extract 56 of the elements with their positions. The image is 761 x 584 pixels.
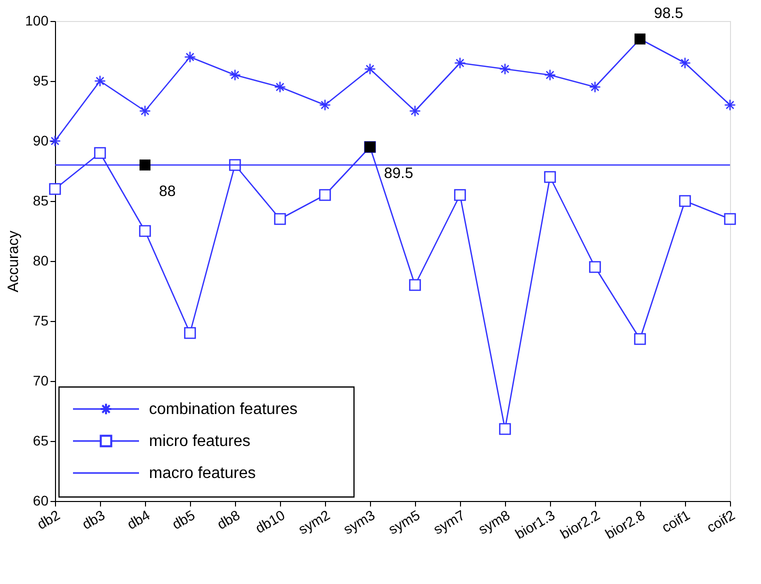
point — [364, 63, 376, 75]
point — [274, 81, 286, 93]
point — [319, 189, 331, 201]
point — [409, 105, 421, 117]
x-tick-label: sym8 — [476, 506, 513, 538]
x-tick-label: coif2 — [704, 506, 738, 536]
point — [499, 63, 511, 75]
point — [454, 189, 466, 201]
y-axis-title: Accuracy — [5, 230, 22, 292]
x-tick-label: sym3 — [340, 506, 378, 538]
point — [49, 183, 61, 195]
y-tick-label: 65 — [32, 432, 49, 448]
point — [94, 147, 106, 159]
legend-label: macro features — [149, 465, 256, 482]
x-tick-label: db5 — [169, 506, 198, 532]
point — [94, 75, 106, 87]
x-tick-label: sym2 — [296, 506, 333, 538]
point — [634, 333, 646, 345]
x-tick-label: db2 — [34, 506, 63, 532]
point — [679, 57, 691, 69]
legend-label: micro features — [149, 433, 250, 450]
annotation: 88 — [159, 183, 176, 200]
y-tick-label: 70 — [32, 372, 49, 388]
point — [274, 213, 286, 225]
point — [544, 171, 556, 183]
y-tick-label: 95 — [32, 72, 49, 88]
x-tick-label: coif1 — [658, 506, 693, 536]
point — [544, 69, 556, 81]
point — [679, 195, 691, 207]
point — [184, 51, 196, 63]
point — [184, 327, 196, 339]
y-tick-label: 60 — [32, 492, 49, 508]
point — [49, 135, 61, 147]
point — [229, 69, 241, 81]
y-tick-label: 75 — [32, 312, 49, 328]
x-tick-label: db3 — [79, 506, 108, 532]
point — [454, 57, 466, 69]
point — [589, 81, 601, 93]
point — [499, 423, 511, 435]
y-tick-label: 85 — [32, 192, 49, 208]
x-tick-label: db4 — [124, 506, 153, 532]
point — [409, 279, 421, 291]
annotation: 89.5 — [384, 165, 414, 182]
legend-label: combination features — [149, 401, 298, 418]
y-tick-label: 100 — [25, 12, 49, 28]
point — [139, 105, 151, 117]
y-tick-label: 80 — [32, 252, 49, 268]
point — [139, 225, 151, 237]
point — [724, 99, 736, 111]
point — [319, 99, 331, 111]
x-tick-label: db10 — [252, 506, 288, 536]
point — [724, 213, 736, 225]
annotation: 98.5 — [654, 5, 684, 22]
x-tick-label: db8 — [214, 506, 243, 532]
y-tick-label: 90 — [32, 132, 49, 148]
point — [589, 261, 601, 273]
